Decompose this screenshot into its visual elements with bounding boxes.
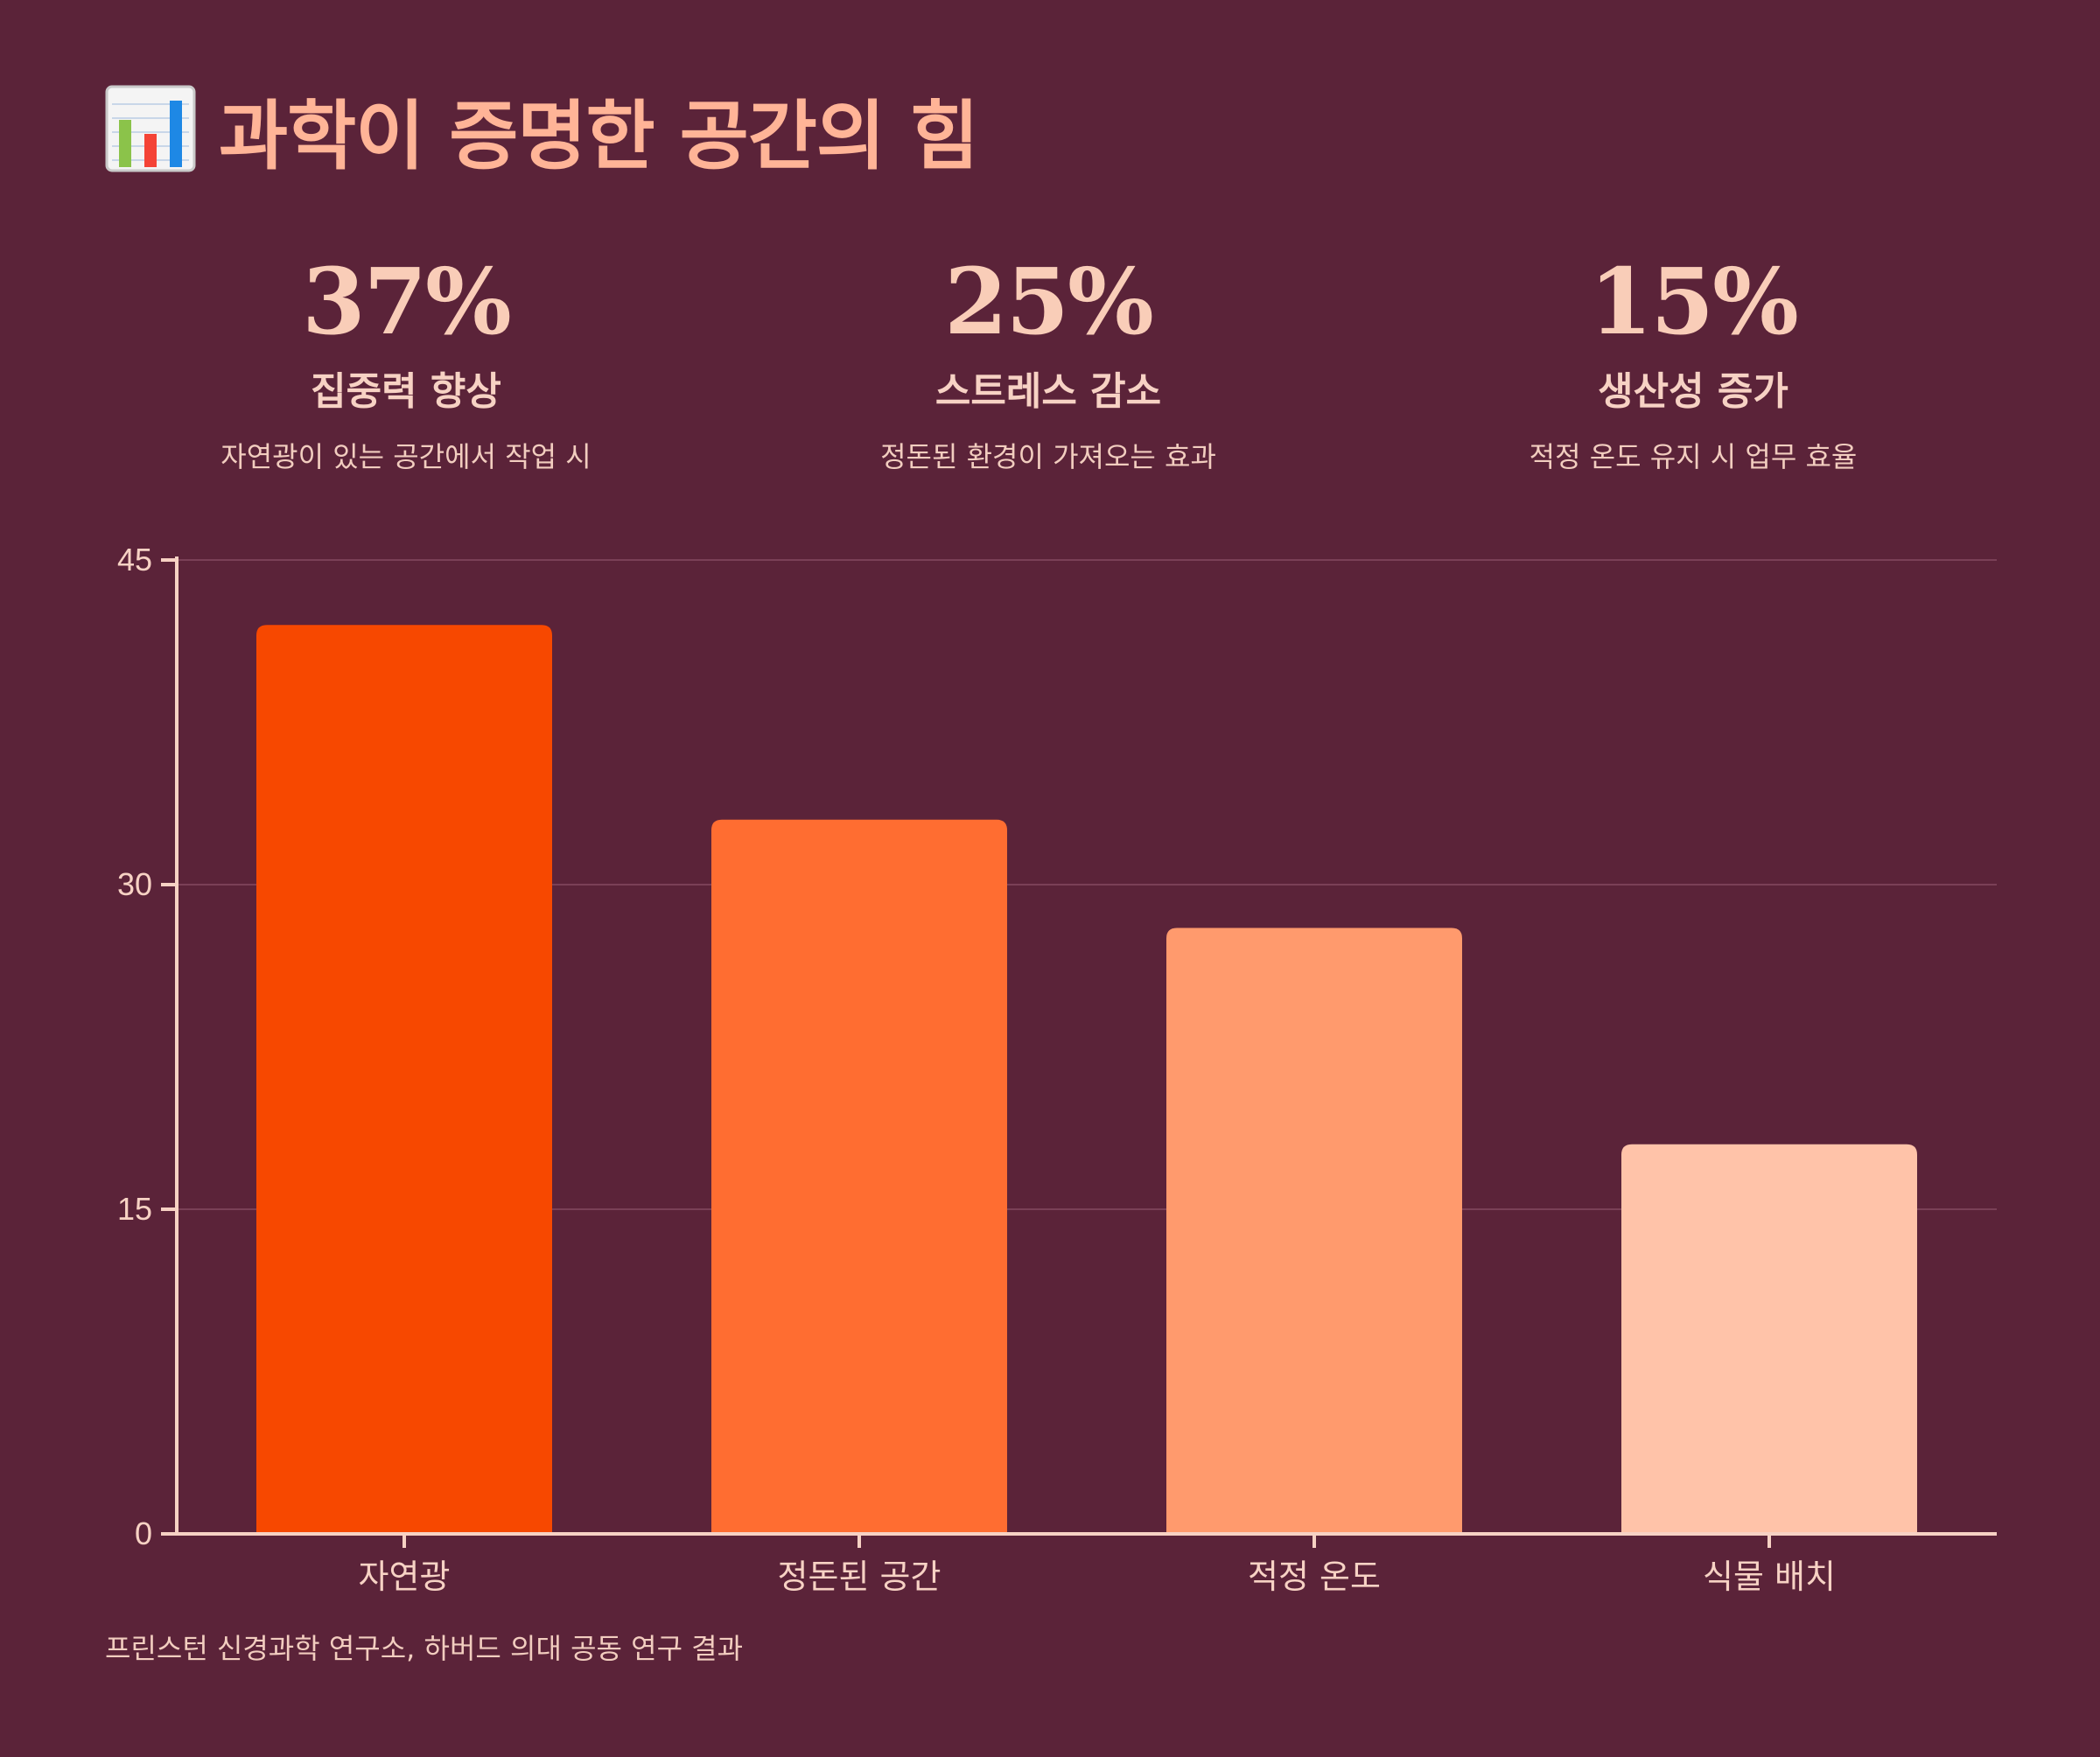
stat-value: 15% <box>1589 248 1799 355</box>
page-title: 과학이 증명한 공간의 힘 <box>105 80 979 180</box>
y-tick-label: 45 <box>117 542 152 578</box>
stat-label: 집중력 향상 <box>311 369 501 414</box>
stat-productivity: 15% 생산성 증가 적정 온도 유지 시 업무 효율 <box>1361 245 2026 476</box>
bar-chart-emoji-icon <box>105 85 196 172</box>
bar-3 <box>1166 928 1462 1534</box>
stats-row: 37% 집중력 향상 자연광이 있는 공간에서 작업 시 25% 스트레스 감소… <box>0 245 2100 508</box>
x-tick-label: 자연광 <box>359 1558 451 1596</box>
bar-4 <box>1621 1144 1917 1534</box>
stat-description: 적정 온도 유지 시 업무 효율 <box>1529 440 1858 473</box>
source-footnote: 프린스턴 신경과학 연구소, 하버드 의대 공동 연구 결과 <box>105 1632 744 1665</box>
stat-description: 정돈된 환경이 가져오는 효과 <box>880 440 1216 473</box>
stat-value: 25% <box>944 248 1154 355</box>
x-tick-label: 정돈된 공간 <box>778 1558 942 1596</box>
stat-value: 37% <box>302 248 512 355</box>
bar-1 <box>256 625 552 1535</box>
stat-label: 스트레스 감소 <box>934 369 1162 414</box>
y-tick-label: 0 <box>135 1516 152 1551</box>
x-tick-label: 적정 온도 <box>1248 1558 1381 1596</box>
stat-focus: 37% 집중력 향상 자연광이 있는 공간에서 작업 시 <box>74 245 738 476</box>
stat-description: 자연광이 있는 공간에서 작업 시 <box>220 440 592 473</box>
stat-stress: 25% 스트레스 감소 정돈된 환경이 가져오는 효과 <box>716 245 1381 476</box>
y-tick-label: 30 <box>117 866 152 902</box>
bar-2 <box>711 819 1007 1534</box>
stat-label: 생산성 증가 <box>1598 369 1788 414</box>
x-tick-label: 식물 배치 <box>1703 1558 1836 1596</box>
page-title-text: 과학이 증명한 공간의 힘 <box>219 92 979 180</box>
y-tick-label: 15 <box>117 1191 152 1227</box>
